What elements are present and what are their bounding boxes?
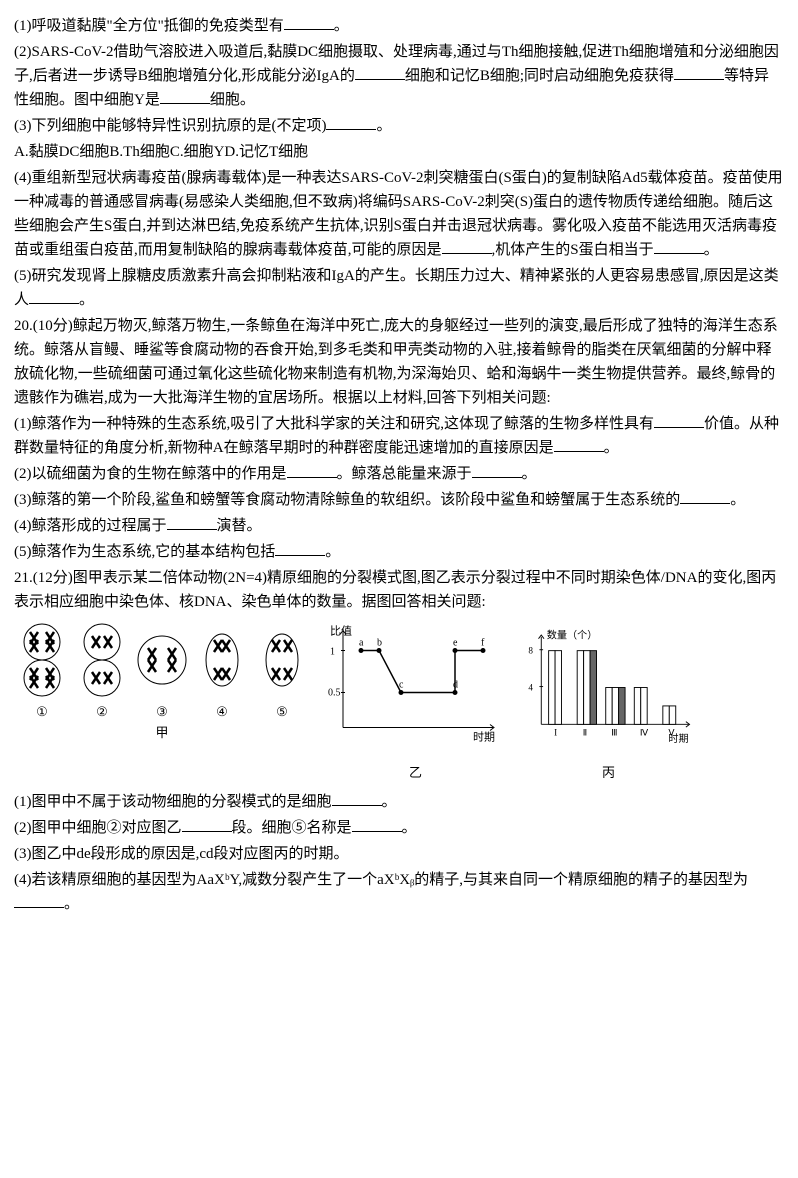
text: 。 (604, 440, 619, 456)
svg-text:时期: 时期 (473, 731, 495, 744)
text: A.黏膜DC细胞B.Th细胞C.细胞YD.记忆T细胞 (14, 144, 308, 160)
text: (4)若该精原细胞的基因型为AaXᵇY,减数分裂产生了一个aXᵇXᵦ的精子,与其… (14, 872, 748, 888)
text: 。 (382, 794, 397, 810)
blank[interactable] (284, 15, 334, 30)
text: (5)鲸落作为生态系统,它的基本结构包括 (14, 544, 275, 560)
caption-bing: 丙 (521, 763, 696, 784)
q3-options: A.黏膜DC细胞B.Th细胞C.细胞YD.记忆T细胞 (14, 140, 784, 164)
svg-text:b: b (377, 638, 382, 649)
blank[interactable] (442, 239, 492, 254)
text: (5)研究发现肾上腺糖皮质激素升高会抑制粘液和IgA的产生。长期压力过大、精神紧… (14, 268, 779, 308)
blank[interactable] (554, 437, 604, 452)
svg-text:0.5: 0.5 (328, 688, 341, 699)
text: 。 (704, 242, 719, 258)
blank[interactable] (14, 893, 64, 908)
svg-text:Ⅱ: Ⅱ (583, 727, 588, 737)
blank[interactable] (287, 463, 337, 478)
text: 段。细胞⑤名称是 (232, 820, 352, 836)
svg-text:Ⅳ: Ⅳ (640, 727, 649, 737)
caption-jia: 甲 (155, 723, 168, 744)
text: (3)下列细胞中能够特异性识别抗原的是(不定项) (14, 118, 326, 134)
text: 。 (402, 820, 417, 836)
text: 。 (334, 18, 349, 34)
figures-row: ①②③④⑤ 甲 比值时期10.5abcdef 乙 数量（个）时期84IⅡⅢⅣⅤ … (14, 620, 784, 784)
text: 。 (325, 544, 340, 560)
svg-text:d: d (453, 680, 458, 691)
q20-intro: 20.(10分)鲸起万物灭,鲸落万物生,一条鲸鱼在海洋中死亡,庞大的身躯经过一些… (14, 314, 784, 410)
text: ,机体产生的S蛋白相当于 (492, 242, 654, 258)
q20-1: (1)鲸落作为一种特殊的生态系统,吸引了大批科学家的关注和研究,这体现了鲸落的生… (14, 412, 784, 460)
text: 细胞和记忆B细胞;同时启动细胞免疫获得 (405, 68, 674, 84)
figure-bing: 数量（个）时期84IⅡⅢⅣⅤ 丙 (521, 620, 696, 784)
text: 演替。 (217, 518, 262, 534)
svg-text:4: 4 (528, 682, 533, 692)
svg-text:数量（个）: 数量（个） (547, 629, 598, 642)
q3: (3)下列细胞中能够特异性识别抗原的是(不定项) 。 (14, 114, 784, 138)
svg-text:8: 8 (528, 645, 533, 655)
blank[interactable] (29, 289, 79, 304)
blank[interactable] (352, 817, 402, 832)
q20-4: (4)鲸落形成的过程属于 演替。 (14, 514, 784, 538)
text: 。 (376, 118, 391, 134)
text: (4)鲸落形成的过程属于 (14, 518, 167, 534)
text: 20.(10分)鲸起万物灭,鲸落万物生,一条鲸鱼在海洋中死亡,庞大的身躯经过一些… (14, 318, 778, 406)
blank[interactable] (472, 463, 522, 478)
svg-text:比值: 比值 (330, 625, 352, 638)
svg-text:Ⅴ: Ⅴ (668, 727, 675, 737)
svg-text:f: f (481, 638, 485, 649)
blank[interactable] (182, 817, 232, 832)
svg-text:I: I (554, 727, 557, 737)
blank[interactable] (654, 239, 704, 254)
q2: (2)SARS-CoV-2借助气溶胶进入吸道后,黏膜DC细胞摄取、处理病毒,通过… (14, 40, 784, 112)
blank[interactable] (355, 65, 405, 80)
text: 。 (79, 292, 94, 308)
blank[interactable] (654, 413, 704, 428)
q20-2: (2)以硫细菌为食的生物在鲸落中的作用是 。鲸落总能量来源于 。 (14, 462, 784, 486)
q21-intro: 21.(12分)图甲表示某二倍体动物(2N=4)精原细胞的分裂模式图,图乙表示分… (14, 566, 784, 614)
q20-5: (5)鲸落作为生态系统,它的基本结构包括 。 (14, 540, 784, 564)
q21-3: (3)图乙中de段形成的原因是,cd段对应图丙的时期。 (14, 842, 784, 866)
q21-1: (1)图甲中不属于该动物细胞的分裂模式的是细胞 。 (14, 790, 784, 814)
blank[interactable] (332, 791, 382, 806)
blank[interactable] (160, 89, 210, 104)
text: 21.(12分)图甲表示某二倍体动物(2N=4)精原细胞的分裂模式图,图乙表示分… (14, 570, 776, 610)
q20-3: (3)鲸落的第一个阶段,鲨鱼和螃蟹等食腐动物清除鲸鱼的软组织。该阶段中鲨鱼和螃蟹… (14, 488, 784, 512)
blank[interactable] (680, 489, 730, 504)
blank[interactable] (167, 515, 217, 530)
text: 。 (64, 896, 79, 912)
text: 。鲸落总能量来源于 (337, 466, 472, 482)
text: (1)呼吸道黏膜"全方位"抵御的免疫类型有 (14, 18, 284, 34)
text: (1)图甲中不属于该动物细胞的分裂模式的是细胞 (14, 794, 332, 810)
blank[interactable] (275, 541, 325, 556)
text: (2)图甲中细胞②对应图乙 (14, 820, 182, 836)
figure-jia: ①②③④⑤ 甲 (14, 620, 310, 744)
text: (3)图乙中de段形成的原因是,cd段对应图丙的时期。 (14, 846, 349, 862)
svg-text:a: a (359, 638, 364, 649)
caption-yi: 乙 (328, 763, 503, 784)
svg-text:Ⅲ: Ⅲ (611, 727, 617, 737)
svg-text:c: c (399, 680, 404, 691)
text: (3)鲸落的第一个阶段,鲨鱼和螃蟹等食腐动物清除鲸鱼的软组织。该阶段中鲨鱼和螃蟹… (14, 492, 680, 508)
figure-yi: 比值时期 1 0.5 a b c d e f 乙 (328, 620, 503, 784)
blank[interactable] (326, 115, 376, 130)
q4: (4)重组新型冠状病毒疫苗(腺病毒载体)是一种表达SARS-CoV-2刺突糖蛋白… (14, 166, 784, 262)
text: (1)鲸落作为一种特殊的生态系统,吸引了大批科学家的关注和研究,这体现了鲸落的生… (14, 416, 654, 432)
text: 。 (522, 466, 537, 482)
q1: (1)呼吸道黏膜"全方位"抵御的免疫类型有 。 (14, 14, 784, 38)
text: 。 (730, 492, 745, 508)
text: 细胞。 (210, 92, 255, 108)
q5: (5)研究发现肾上腺糖皮质激素升高会抑制粘液和IgA的产生。长期压力过大、精神紧… (14, 264, 784, 312)
q21-2: (2)图甲中细胞②对应图乙 段。细胞⑤名称是 。 (14, 816, 784, 840)
text: (2)以硫细菌为食的生物在鲸落中的作用是 (14, 466, 287, 482)
blank[interactable] (674, 65, 724, 80)
svg-text:e: e (453, 638, 458, 649)
svg-text:1: 1 (330, 647, 335, 658)
q21-4: (4)若该精原细胞的基因型为AaXᵇY,减数分裂产生了一个aXᵇXᵦ的精子,与其… (14, 868, 784, 916)
